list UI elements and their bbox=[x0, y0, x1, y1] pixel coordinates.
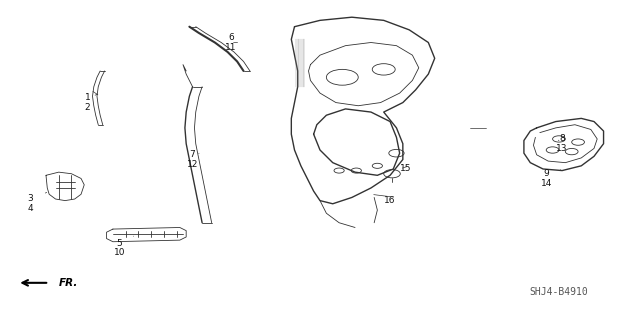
Text: 3
4: 3 4 bbox=[27, 194, 33, 213]
Text: 9
14: 9 14 bbox=[541, 169, 552, 188]
Text: 7
12: 7 12 bbox=[187, 150, 198, 169]
Text: 16: 16 bbox=[385, 196, 396, 205]
Text: 1
2: 1 2 bbox=[84, 93, 90, 112]
Text: 8
13: 8 13 bbox=[556, 134, 568, 153]
Text: 15: 15 bbox=[400, 165, 412, 174]
Text: SHJ4-B4910: SHJ4-B4910 bbox=[529, 287, 588, 297]
Text: FR.: FR. bbox=[59, 278, 78, 288]
Text: 6
11: 6 11 bbox=[225, 33, 237, 52]
Text: 5
10: 5 10 bbox=[113, 239, 125, 257]
